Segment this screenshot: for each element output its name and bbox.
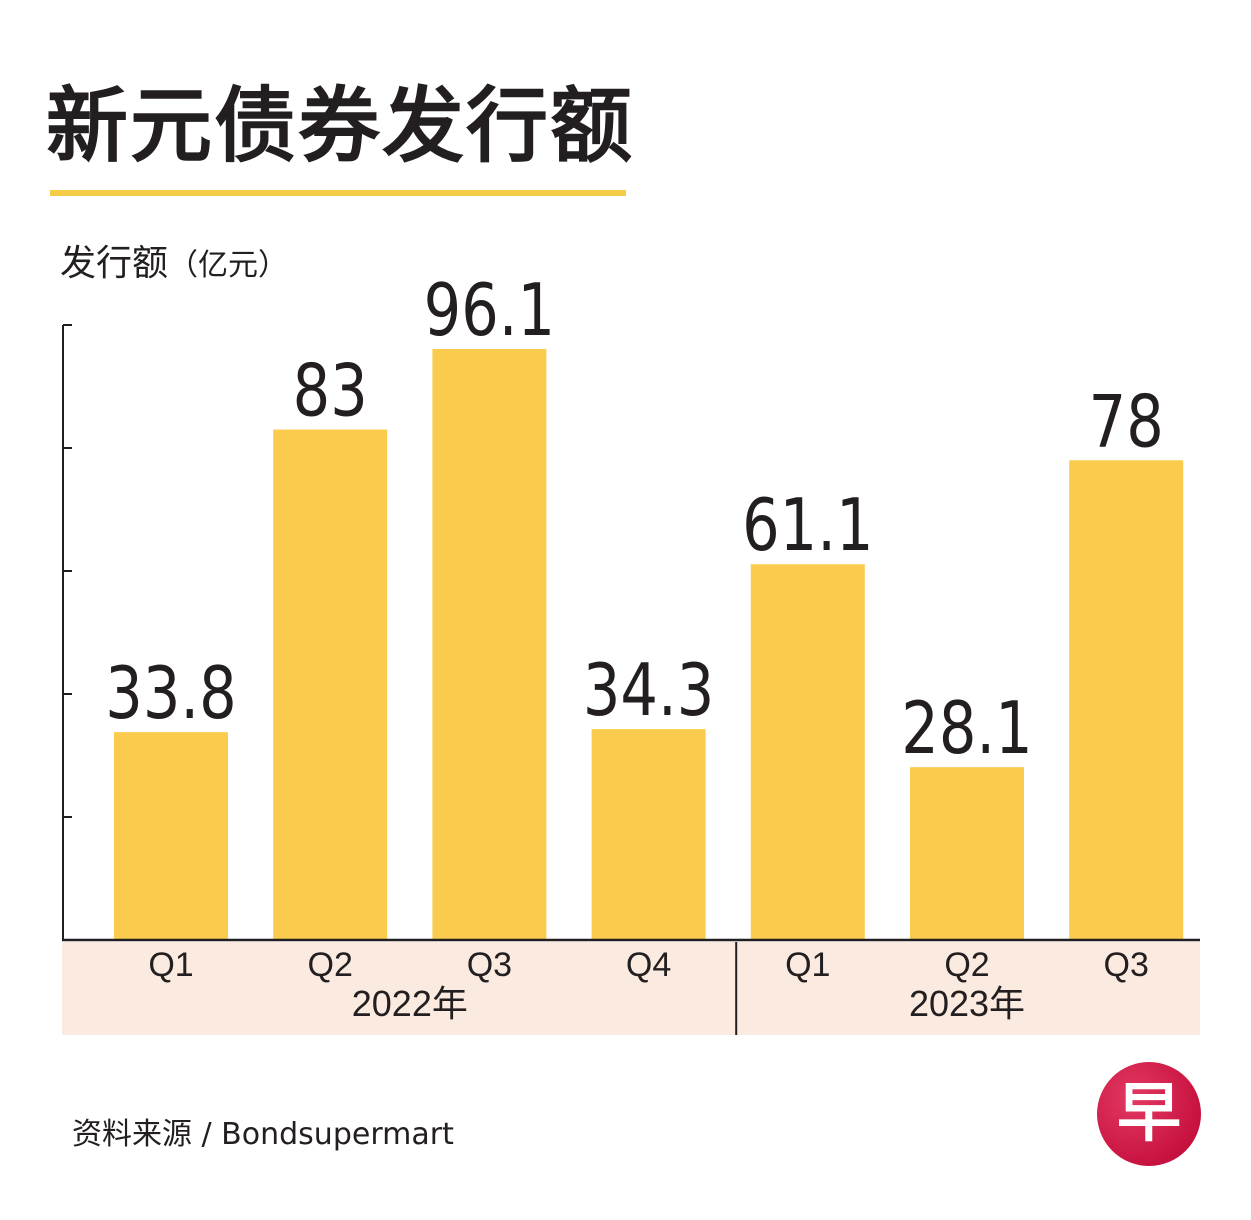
y-axis-unit: （亿元） xyxy=(168,248,289,283)
y-axis-label: 发行额（亿元） xyxy=(60,246,288,282)
value-label: 61.1 xyxy=(742,484,873,568)
value-label: 96.1 xyxy=(424,268,555,352)
bar xyxy=(910,767,1024,940)
value-label: 78 xyxy=(1089,380,1164,464)
category-label: Q1 xyxy=(148,946,193,984)
bar xyxy=(273,429,388,940)
group-label: 2022年 xyxy=(352,983,468,1024)
bar xyxy=(432,348,547,940)
category-label: Q3 xyxy=(1104,946,1149,984)
logo-char: 早 xyxy=(1117,1077,1181,1151)
source-note: 资料来源 / Bondsupermart xyxy=(72,1117,454,1152)
bar xyxy=(1069,460,1184,940)
chart-title: 新元债券发行额 xyxy=(46,79,635,174)
value-label: 83 xyxy=(293,349,368,433)
bar xyxy=(591,729,706,940)
category-label: Q4 xyxy=(626,946,671,984)
group-label: 2023年 xyxy=(909,983,1025,1024)
category-band xyxy=(62,942,1200,1035)
value-label: 34.3 xyxy=(583,648,714,732)
category-label: Q2 xyxy=(308,946,353,984)
value-label: 28.1 xyxy=(901,686,1032,770)
zaobao-logo: 早 xyxy=(1097,1062,1201,1166)
title-underline xyxy=(50,190,626,196)
bar xyxy=(750,564,865,940)
category-label: Q3 xyxy=(467,946,512,984)
bar xyxy=(114,732,228,940)
value-label: 33.8 xyxy=(105,651,236,735)
category-label: Q1 xyxy=(785,946,830,984)
category-label: Q2 xyxy=(944,946,989,984)
y-axis-label-text: 发行额 xyxy=(60,243,169,284)
